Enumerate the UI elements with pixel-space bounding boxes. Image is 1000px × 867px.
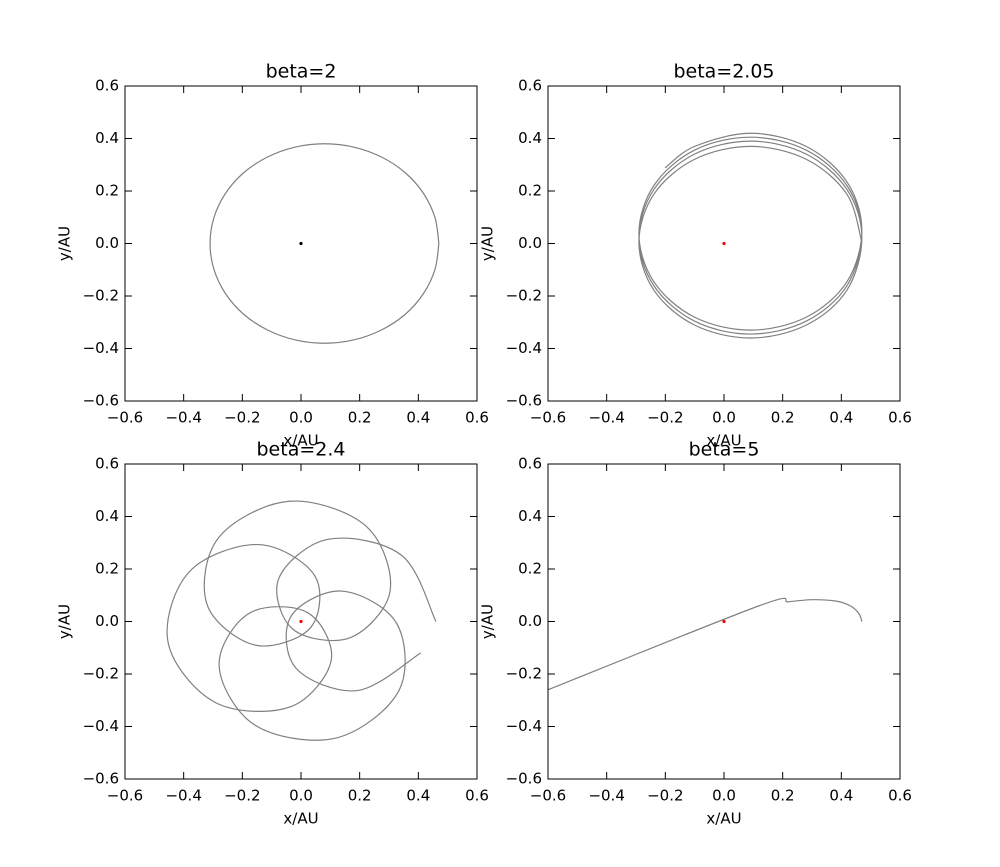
- x-tick-label: 0.2: [771, 409, 795, 427]
- chart-title: beta=2: [266, 61, 337, 83]
- y-tick-label: −0.4: [83, 339, 119, 357]
- x-tick-label: 0.4: [829, 409, 853, 427]
- subplot: −0.6 −0.4 −0.2 0.0 0.2 0.4 0.6 −0.6 −0.4 −0.2 0.0 0…: [56, 439, 489, 828]
- y-tick-label: 0.2: [518, 560, 542, 578]
- y-tick-label: −0.6: [506, 770, 542, 788]
- x-tick-label: 0.2: [348, 409, 372, 427]
- x-tick-label: −0.4: [588, 409, 624, 427]
- orbit-line: [209, 143, 440, 344]
- x-tick-label: 0.2: [771, 787, 795, 805]
- y-tick-label: −0.2: [506, 665, 542, 683]
- x-tick-label: 0.4: [406, 409, 430, 427]
- y-axis-label: y/AU: [56, 604, 74, 639]
- x-tick-label: 0.4: [829, 787, 853, 805]
- x-tick-label: −0.2: [647, 787, 683, 805]
- y-tick-label: −0.2: [506, 287, 542, 305]
- x-axis-label: x/AU: [283, 432, 318, 450]
- x-tick-label: −0.6: [530, 787, 566, 805]
- y-tick-label: −0.4: [506, 339, 542, 357]
- y-tick-label: −0.4: [83, 717, 119, 735]
- y-tick-label: −0.2: [83, 287, 119, 305]
- y-tick-label: 0.4: [95, 507, 119, 525]
- y-tick-label: −0.6: [83, 770, 119, 788]
- x-axis-label: x/AU: [706, 810, 741, 828]
- x-tick-label: −0.2: [224, 409, 260, 427]
- chart-title: beta=5: [689, 439, 760, 461]
- subplot: −0.6 −0.4 −0.2 0.0 0.2 0.4 0.6 −0.6 −0.4 −0.2 0.0 0…: [479, 61, 912, 450]
- sun-marker: [722, 241, 726, 246]
- x-tick-label: 0.0: [289, 409, 313, 427]
- y-axis-label: y/AU: [479, 604, 497, 639]
- y-tick-label: 0.6: [518, 455, 542, 473]
- x-tick-label: −0.6: [107, 787, 143, 805]
- y-tick-label: 0.0: [518, 234, 542, 252]
- y-tick-label: 0.6: [518, 77, 542, 95]
- x-tick-label: −0.6: [530, 409, 566, 427]
- x-tick-label: −0.4: [165, 787, 201, 805]
- x-tick-label: 0.6: [465, 409, 489, 427]
- chart-title: beta=2.4: [257, 439, 346, 461]
- y-tick-label: −0.6: [83, 392, 119, 410]
- y-tick-label: 0.4: [95, 129, 119, 147]
- y-tick-label: −0.6: [506, 392, 542, 410]
- y-tick-label: −0.2: [83, 665, 119, 683]
- x-tick-label: −0.4: [588, 787, 624, 805]
- orbit-line: [638, 132, 863, 339]
- y-axis-label: y/AU: [479, 226, 497, 261]
- y-tick-label: −0.4: [506, 717, 542, 735]
- x-tick-label: 0.0: [712, 787, 736, 805]
- y-tick-label: 0.2: [95, 560, 119, 578]
- y-tick-label: 0.2: [518, 182, 542, 200]
- orbit-line: [166, 500, 437, 741]
- x-tick-label: −0.2: [224, 787, 260, 805]
- x-tick-label: −0.2: [647, 409, 683, 427]
- x-tick-label: −0.4: [165, 409, 201, 427]
- x-tick-label: 0.4: [406, 787, 430, 805]
- subplot: −0.6 −0.4 −0.2 0.0 0.2 0.4 0.6 −0.6 −0.4 −0.2 0.0 0…: [56, 61, 489, 450]
- y-tick-label: 0.6: [95, 455, 119, 473]
- x-tick-label: 0.2: [348, 787, 372, 805]
- chart-title: beta=2.05: [673, 61, 774, 83]
- y-tick-label: 0.0: [95, 234, 119, 252]
- y-tick-label: 0.0: [95, 612, 119, 630]
- sun-marker: [299, 619, 303, 624]
- x-axis-label: x/AU: [706, 432, 741, 450]
- y-axis-label: y/AU: [56, 226, 74, 261]
- y-tick-label: 0.4: [518, 507, 542, 525]
- y-tick-label: 0.0: [518, 612, 542, 630]
- sun-marker: [722, 619, 726, 624]
- orbit-line: [548, 597, 863, 691]
- x-tick-label: 0.0: [289, 787, 313, 805]
- subplot: −0.6 −0.4 −0.2 0.0 0.2 0.4 0.6 −0.6 −0.4 −0.2 0.0 0…: [479, 439, 912, 828]
- y-tick-label: 0.2: [95, 182, 119, 200]
- sun-marker: [299, 241, 303, 246]
- x-tick-label: 0.6: [888, 787, 912, 805]
- x-tick-label: 0.6: [888, 409, 912, 427]
- y-tick-label: 0.4: [518, 129, 542, 147]
- y-tick-label: 0.6: [95, 77, 119, 95]
- x-tick-label: 0.6: [465, 787, 489, 805]
- x-axis-label: x/AU: [283, 810, 318, 828]
- x-tick-label: 0.0: [712, 409, 736, 427]
- x-tick-label: −0.6: [107, 409, 143, 427]
